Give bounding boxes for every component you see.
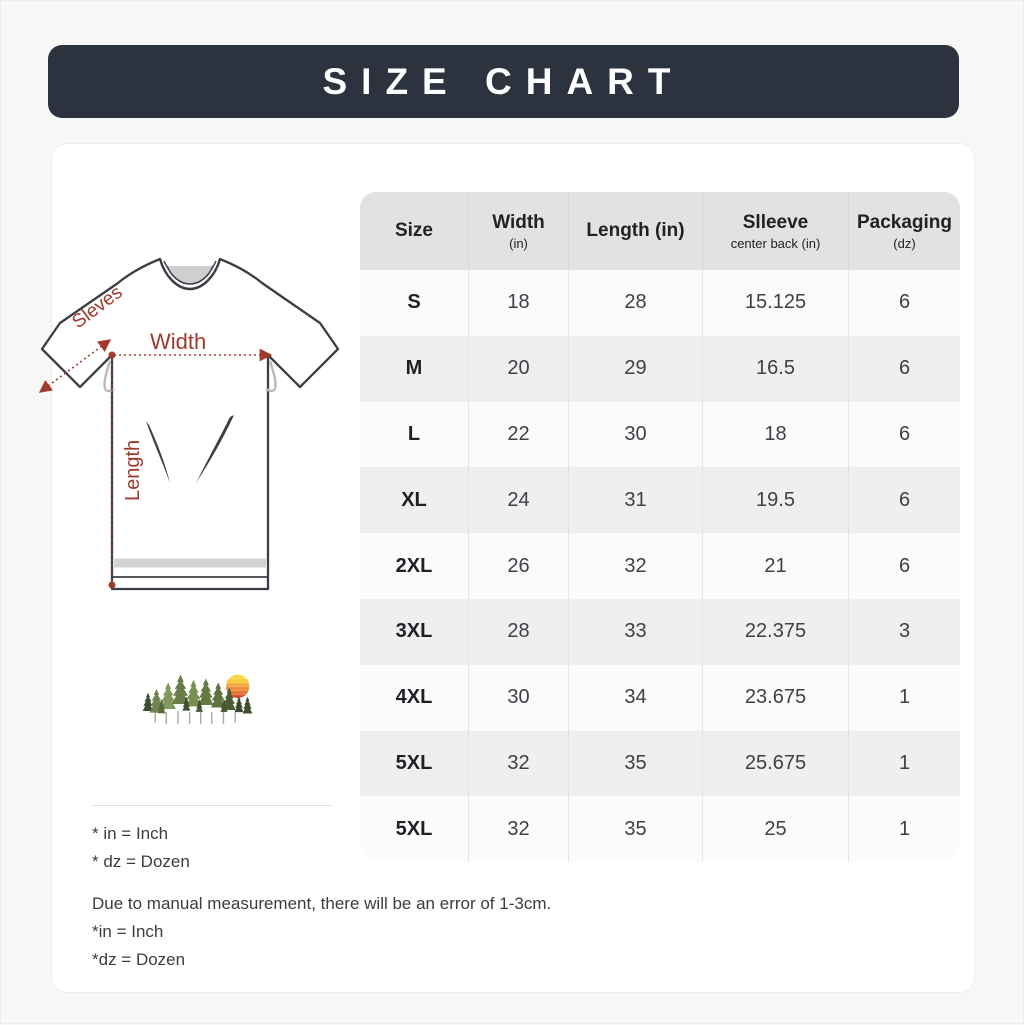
svg-text:Length: Length [122,440,144,501]
svg-text:Width: Width [150,329,206,354]
